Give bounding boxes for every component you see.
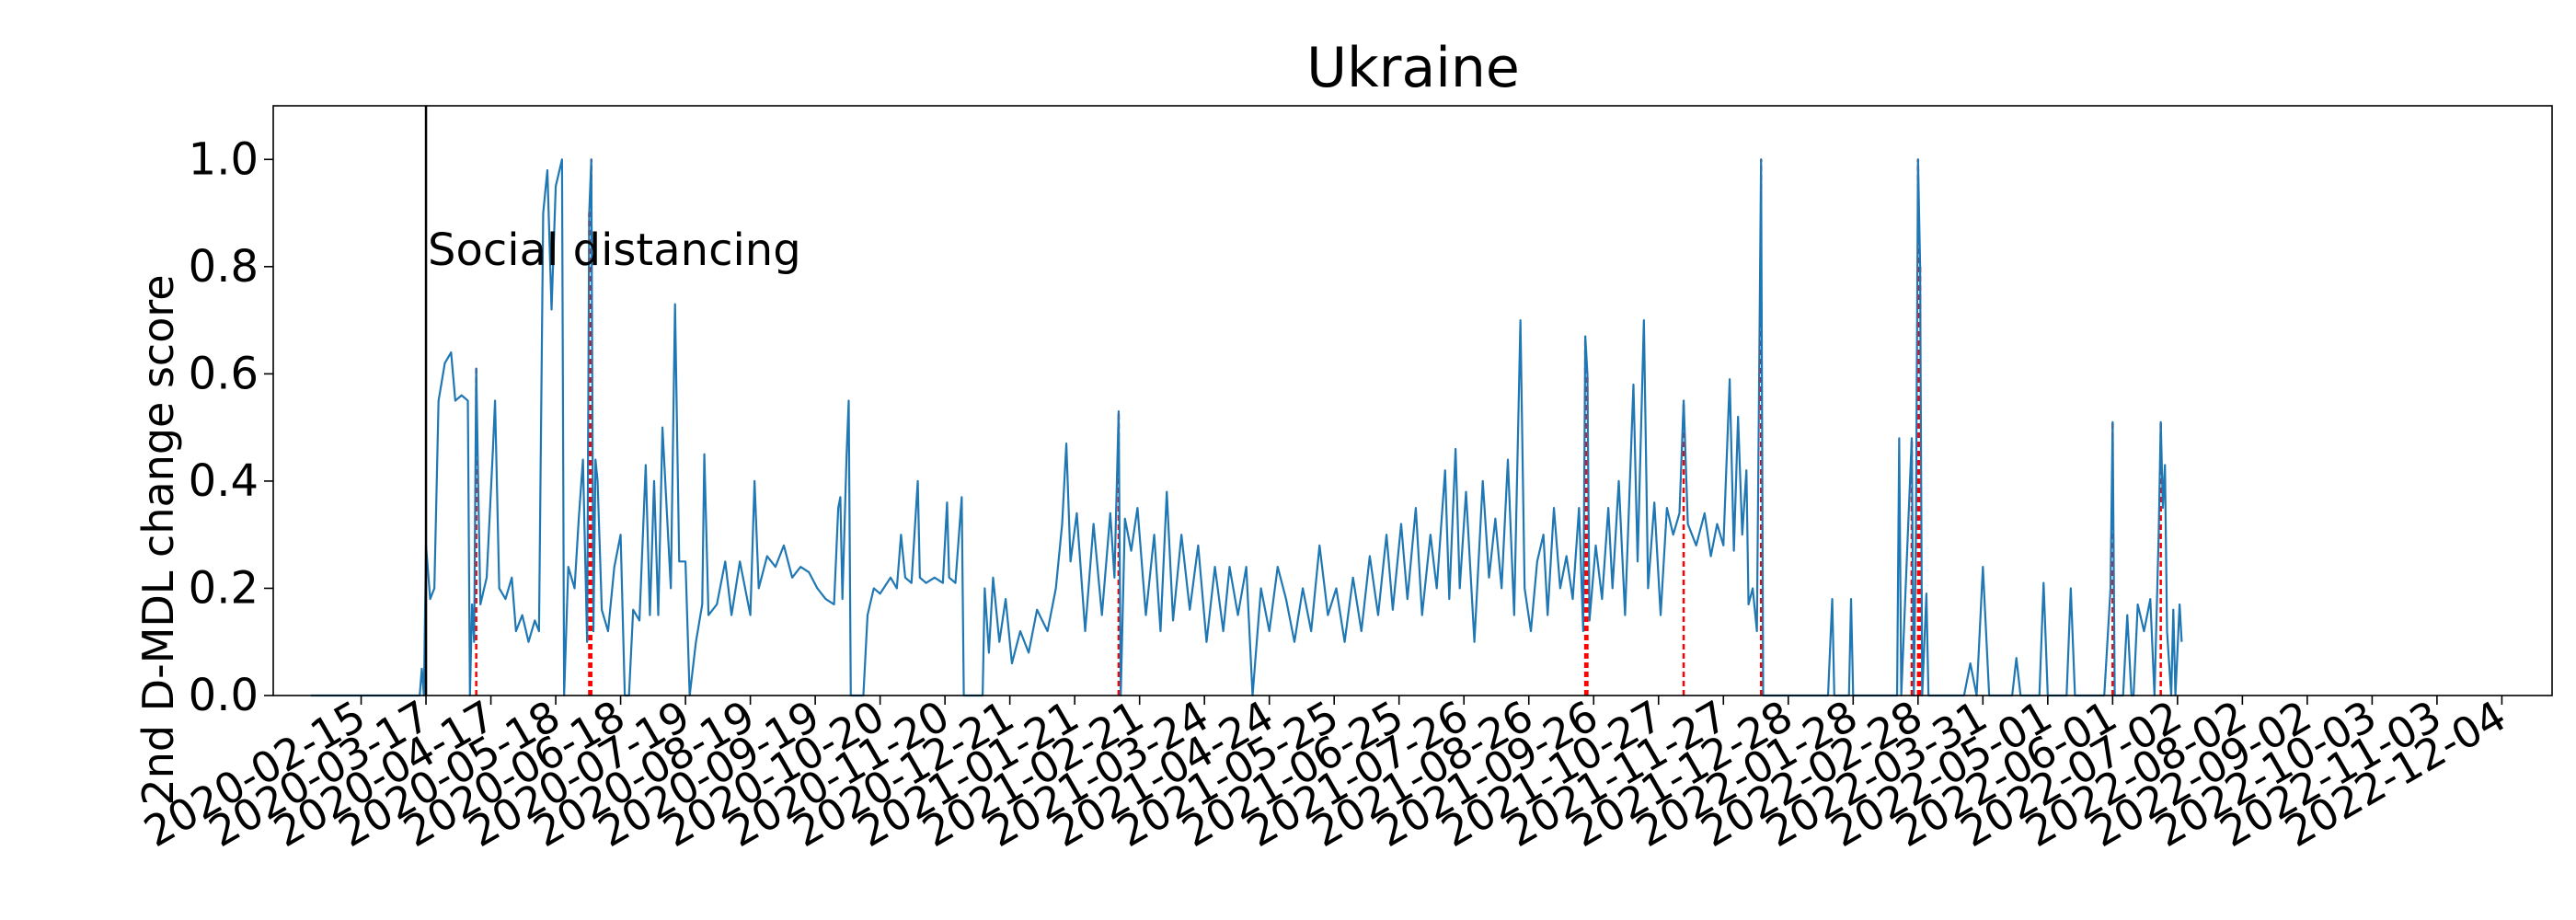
y-axis: 0.0 0.2 0.4 0.6 0.8 1.0 <box>189 133 273 721</box>
y-tick-label: 0.6 <box>189 348 259 399</box>
plot-frame <box>272 105 2553 696</box>
event-label: Social distancing <box>428 224 801 276</box>
y-tick-label: 0.0 <box>189 670 259 721</box>
x-axis: 2020-02-152020-03-172020-04-172020-05-18… <box>136 691 2514 857</box>
y-tick-label: 0.2 <box>189 562 259 614</box>
y-axis-label: 2nd D-MDL change score <box>133 274 183 805</box>
plot-area: Social distancing <box>310 106 2183 697</box>
chart-title: Ukraine <box>1306 36 1520 100</box>
y-tick-label: 0.8 <box>189 241 259 293</box>
y-tick-label: 0.4 <box>189 455 259 507</box>
y-tick-label: 1.0 <box>189 133 259 185</box>
